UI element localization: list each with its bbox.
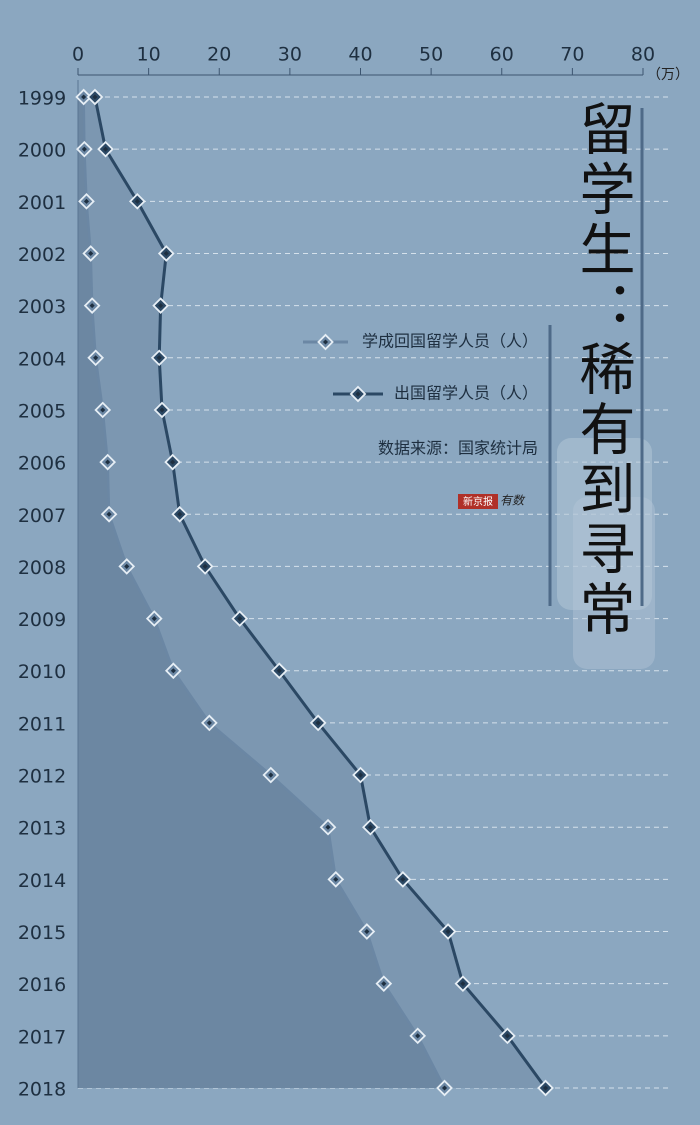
y-tick-label: 2004 [18,348,66,370]
legend-label: 学成回国留学人员（人） [362,332,538,351]
marker-dot [158,303,164,309]
marker-dot [163,250,169,257]
marker-dot [367,824,373,830]
marker-dot [364,928,370,935]
x-unit: （万） [647,67,689,83]
marker-dot [106,511,112,517]
line [82,96,446,1089]
y-tick-label: 2003 [18,296,66,318]
source: 数据来源：国家统计局 [378,439,538,458]
line [93,96,547,1089]
x-tick-label: 60 [490,44,514,66]
x-tick-label: 80 [631,44,655,66]
marker-dot [355,391,361,397]
marker-dot [124,563,130,569]
logo-box [458,494,498,509]
y-tick-label: 2017 [18,1026,66,1048]
y-tick-label: 2000 [18,140,66,162]
x-tick-label: 30 [278,44,302,66]
x-tick-label: 0 [72,44,84,66]
marker-dot [441,1085,448,1091]
marker-dot [159,407,165,413]
y-tick-label: 2002 [18,244,66,266]
marker-dot [322,339,329,345]
marker-dot [325,824,331,830]
y-tick-label: 2013 [18,818,66,840]
marker-dot [88,250,94,257]
y-tick-label: 2016 [18,974,66,996]
y-tick-label: 2012 [18,766,66,788]
logo: 有数 [500,494,526,508]
y-tick-label: 2007 [18,505,66,527]
y-tick-label: 2008 [18,557,66,579]
y-tick-label: 2014 [18,870,66,892]
x-tick-label: 70 [560,44,584,66]
title-highlight [573,497,655,669]
y-tick-label: 2001 [18,192,66,214]
x-tick-label: 20 [207,44,231,66]
marker-dot [170,459,176,465]
marker-dot [89,303,95,309]
marker-dot [105,459,111,465]
y-tick-label: 2010 [18,661,66,683]
plot: 0 10 20 30 40 50 60 70 80 1999 2000 2001 2002 2003 200… [18,44,672,1101]
x-tick-label: 50 [419,44,443,66]
x-tick-label: 10 [137,44,161,66]
y-tick-label: 1999 [18,88,66,110]
marker-dot [156,355,162,361]
legend-label: 出国留学人员（人） [394,384,538,403]
marker-dot [81,94,87,100]
x-tick-label: 40 [348,44,372,66]
marker-dot [445,928,451,935]
y-tick-label: 2006 [18,453,66,475]
logo: 新京报 [463,495,493,508]
chart-title: 留学生：稀有到寻常 [570,100,635,640]
y-tick-label: 2011 [18,713,66,735]
title-highlight [557,438,652,610]
area [78,97,445,1088]
y-tick-label: 2015 [18,922,66,944]
y-tick-label: 2005 [18,400,66,422]
y-tick-label: 2009 [18,609,66,631]
marker-dot [134,198,140,204]
y-tick-label: 2018 [18,1079,66,1101]
